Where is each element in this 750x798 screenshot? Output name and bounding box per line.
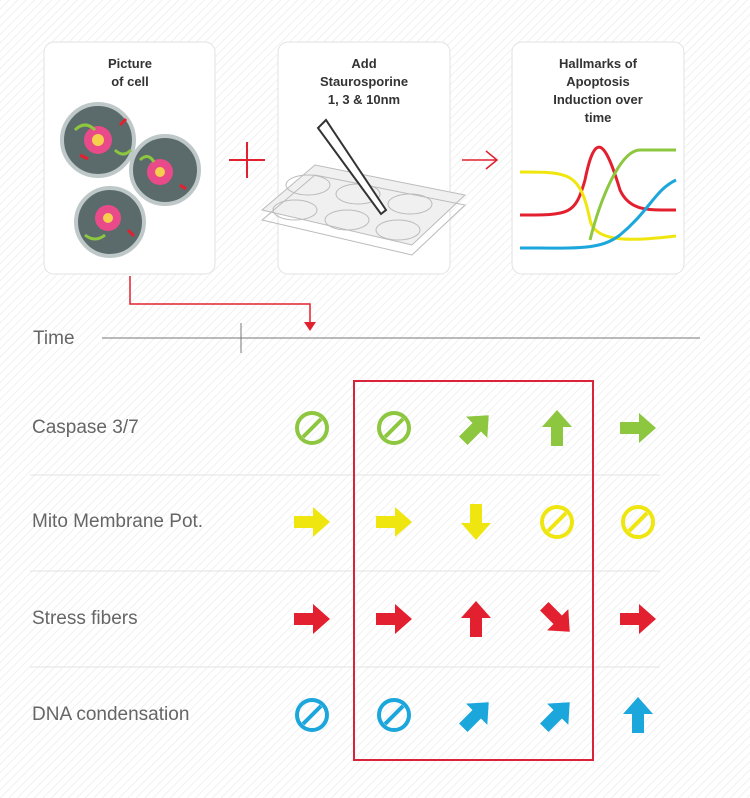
icon-arrow bbox=[461, 504, 491, 540]
connector-head bbox=[304, 322, 316, 331]
arrow-icon bbox=[540, 602, 570, 632]
highlight-box bbox=[353, 380, 594, 761]
arrow-icon bbox=[461, 601, 491, 637]
no-change-icon bbox=[621, 505, 655, 539]
card-title: Hallmarks of bbox=[559, 56, 638, 71]
row-label: DNA condensation bbox=[32, 704, 189, 725]
icon-ring bbox=[540, 505, 574, 539]
icon-arrow bbox=[376, 507, 412, 537]
cell-illustration bbox=[60, 102, 201, 258]
arrow-icon bbox=[294, 507, 330, 537]
card-title: Induction over bbox=[553, 92, 643, 107]
icon-ring bbox=[295, 411, 329, 445]
no-change-icon bbox=[377, 411, 411, 445]
icon-arrow bbox=[294, 507, 330, 537]
no-change-icon bbox=[295, 698, 329, 732]
icon-slash bbox=[383, 704, 405, 726]
arrow-icon bbox=[461, 504, 491, 540]
connector bbox=[129, 276, 311, 326]
card-title: Add bbox=[351, 56, 376, 71]
icon-slash bbox=[546, 511, 568, 533]
card-title: Apoptosis bbox=[566, 74, 630, 89]
icon-arrow bbox=[461, 601, 491, 637]
row-label: Mito Membrane Pot. bbox=[32, 511, 203, 532]
icon-ring bbox=[295, 698, 329, 732]
icon-arrow bbox=[620, 413, 656, 443]
card-title: Picture bbox=[108, 56, 152, 71]
no-change-icon bbox=[377, 698, 411, 732]
plate-illustration bbox=[260, 118, 467, 256]
icon-arrow bbox=[542, 410, 572, 446]
icon-arrow bbox=[623, 697, 653, 733]
icon-ring bbox=[621, 505, 655, 539]
arrow-icon bbox=[620, 604, 656, 634]
arrow-icon bbox=[376, 604, 412, 634]
arrow-icon bbox=[623, 697, 653, 733]
icon-slash bbox=[301, 704, 323, 726]
icon-arrow bbox=[540, 702, 570, 732]
icon-slash bbox=[627, 511, 649, 533]
row-label: Caspase 3/7 bbox=[32, 417, 139, 438]
arrow-icon bbox=[376, 507, 412, 537]
card-title: 1, 3 & 10nm bbox=[328, 92, 400, 107]
card-title: of cell bbox=[111, 74, 149, 89]
icon-slash bbox=[383, 417, 405, 439]
icon-ring bbox=[377, 411, 411, 445]
arrow bbox=[462, 150, 499, 170]
curves-illustration bbox=[519, 145, 677, 250]
arrow-icon bbox=[540, 702, 570, 732]
icon-arrow bbox=[376, 604, 412, 634]
icon-arrow bbox=[620, 604, 656, 634]
arrow-icon bbox=[294, 604, 330, 634]
arrow-icon bbox=[459, 415, 489, 445]
card-title: Staurosporine bbox=[320, 74, 408, 89]
plus-sign bbox=[229, 142, 265, 178]
icon-arrow bbox=[459, 702, 489, 732]
row-label: Stress fibers bbox=[32, 608, 138, 629]
time-label: Time bbox=[33, 328, 75, 349]
no-change-icon bbox=[540, 505, 574, 539]
icon-arrow bbox=[540, 602, 570, 632]
icon-arrow bbox=[294, 604, 330, 634]
arrow-icon bbox=[620, 413, 656, 443]
no-change-icon bbox=[295, 411, 329, 445]
icon-ring bbox=[377, 698, 411, 732]
arrow-icon bbox=[542, 410, 572, 446]
arrow-icon bbox=[459, 702, 489, 732]
card-title: time bbox=[585, 110, 612, 125]
icon-arrow bbox=[459, 415, 489, 445]
icon-slash bbox=[301, 417, 323, 439]
